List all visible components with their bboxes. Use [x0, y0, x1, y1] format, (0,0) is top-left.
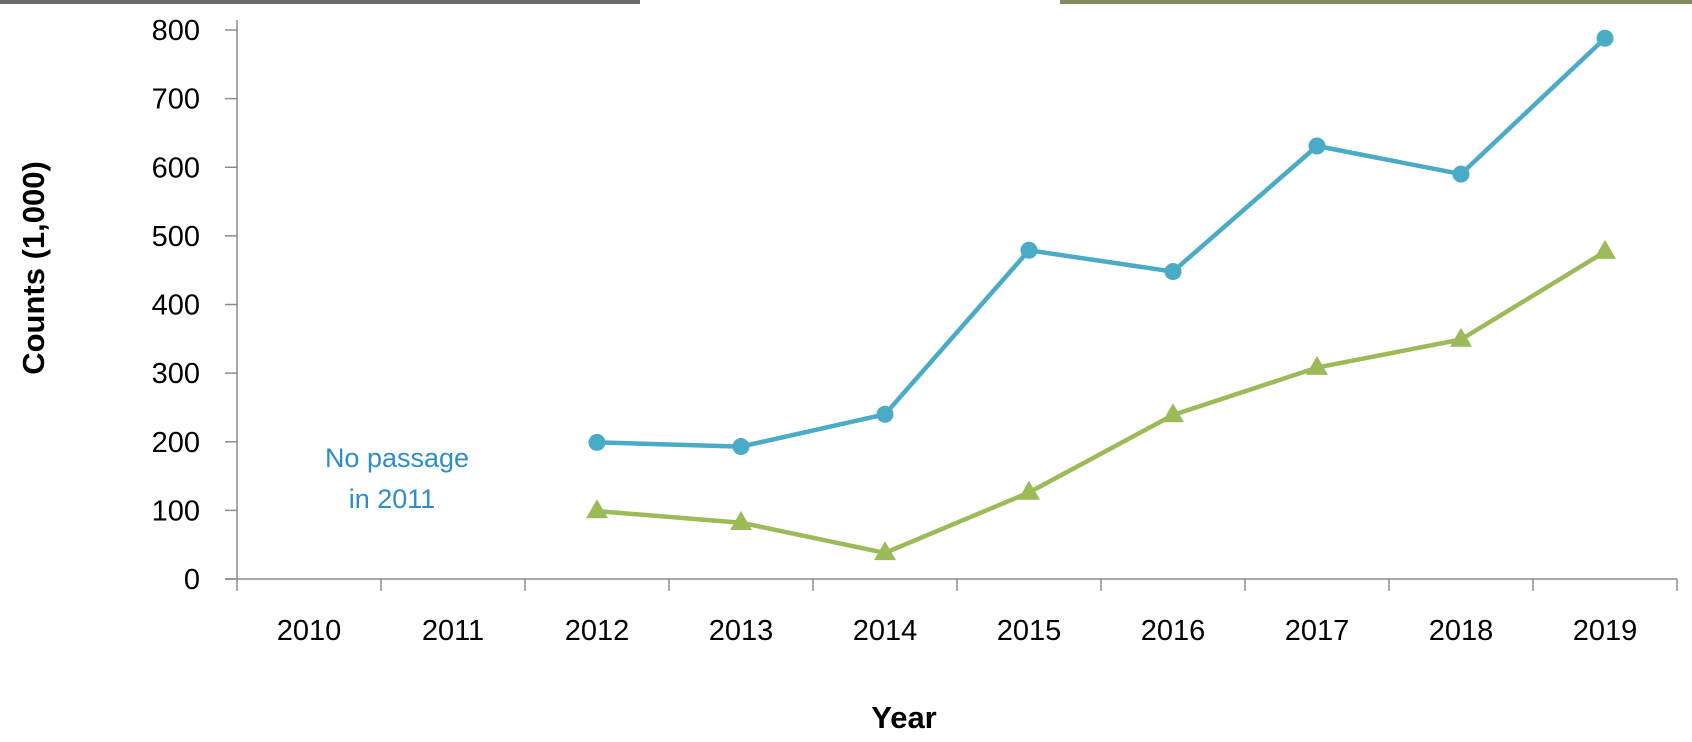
series-2-point	[586, 499, 608, 519]
x-tick-label: 2013	[709, 615, 774, 647]
series-1-point	[876, 405, 894, 423]
x-tick-label: 2010	[277, 615, 342, 647]
x-tick-label: 2016	[1141, 615, 1206, 647]
x-tick-label: 2015	[997, 615, 1062, 647]
y-tick-label: 600	[152, 152, 200, 184]
series-1-point	[1308, 137, 1326, 155]
series-2-point	[1306, 355, 1328, 375]
series-2-point	[874, 541, 896, 561]
y-tick-label: 0	[184, 564, 200, 596]
series-1-point	[1164, 263, 1182, 281]
series-1-point	[1020, 241, 1038, 259]
series-1-point	[732, 438, 750, 456]
y-axis: 0 100 200 300 400 500 600 700 800	[152, 15, 238, 596]
series-line-1	[596, 36, 1607, 449]
series-1-point	[1596, 29, 1614, 47]
x-axis: 2010 2011 2012 2013 2014 2015 2016 2017 2018 2019	[225, 578, 1678, 647]
x-tick-label: 2011	[422, 615, 484, 647]
x-tick-label: 2014	[853, 615, 918, 647]
series-2-point	[1594, 239, 1616, 259]
series-2-point	[1162, 403, 1184, 423]
y-tick-label: 800	[152, 15, 200, 47]
series-1-point	[1452, 165, 1470, 183]
x-tick-label: 2017	[1285, 615, 1350, 647]
y-tick-label: 300	[152, 358, 200, 390]
annotation-no-passage-line2: in 2011	[349, 484, 436, 514]
series-line-2	[596, 249, 1607, 556]
x-axis-title: Year	[871, 700, 937, 735]
photo-fragment-right	[1060, 0, 1692, 4]
x-tick-label: 2018	[1429, 615, 1494, 647]
annotation-no-passage-line1: No passage	[325, 443, 469, 473]
series-2-point	[1018, 480, 1040, 500]
series-1-point	[588, 433, 606, 451]
series-2-point	[730, 510, 752, 530]
series-2-point	[1450, 327, 1472, 347]
y-tick-label: 200	[152, 427, 200, 459]
y-tick-label: 400	[152, 290, 200, 322]
y-tick-label: 700	[152, 84, 200, 116]
photo-fragment-left	[0, 0, 640, 4]
x-tick-label: 2012	[565, 615, 630, 647]
x-tick-label: 2019	[1573, 615, 1638, 647]
y-tick-label: 500	[152, 221, 200, 253]
series-layer	[586, 29, 1616, 561]
y-tick-label: 100	[152, 495, 200, 527]
y-axis-title: Counts (1,000)	[16, 161, 51, 375]
